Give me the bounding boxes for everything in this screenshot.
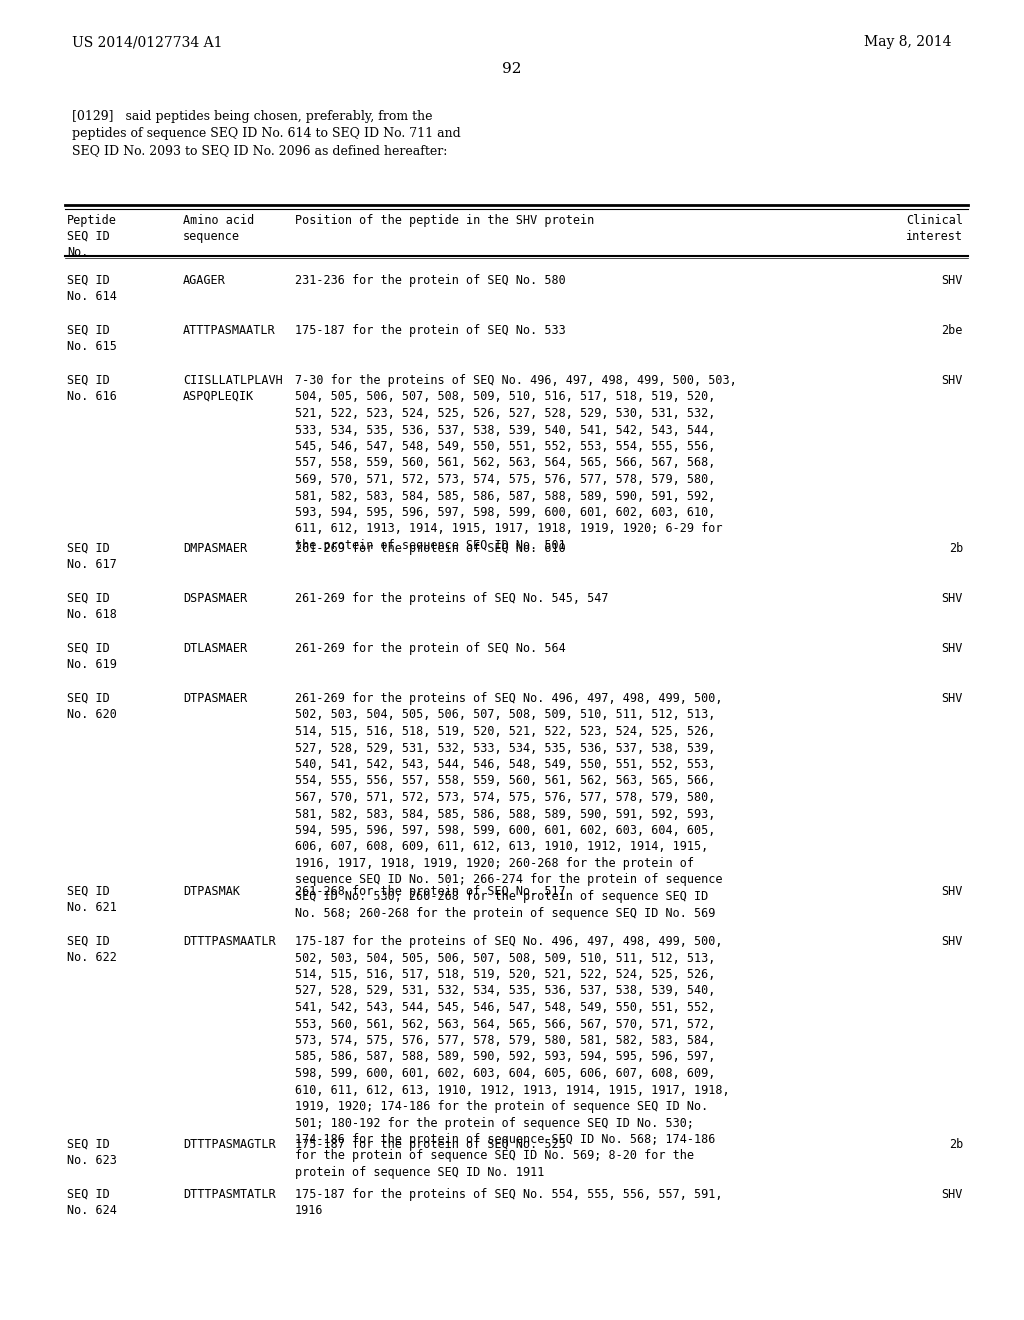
Text: DTTTPASMAATLR: DTTTPASMAATLR: [183, 935, 275, 948]
Text: 2be: 2be: [942, 323, 963, 337]
Text: AGAGER: AGAGER: [183, 275, 225, 286]
Text: 261-269 for the proteins of SEQ No. 545, 547: 261-269 for the proteins of SEQ No. 545,…: [295, 591, 608, 605]
Text: 2b: 2b: [949, 1138, 963, 1151]
Text: SHV: SHV: [942, 1188, 963, 1201]
Text: DTTTPASMTATLR: DTTTPASMTATLR: [183, 1188, 275, 1201]
Text: 231-236 for the protein of SEQ No. 580: 231-236 for the protein of SEQ No. 580: [295, 275, 565, 286]
Text: SEQ ID
No. 624: SEQ ID No. 624: [67, 1188, 117, 1217]
Text: SHV: SHV: [942, 692, 963, 705]
Text: SHV: SHV: [942, 884, 963, 898]
Text: SHV: SHV: [942, 275, 963, 286]
Text: DMPASMAER: DMPASMAER: [183, 543, 247, 554]
Text: 261-268 for the protein of SEQ No. 517: 261-268 for the protein of SEQ No. 517: [295, 884, 565, 898]
Text: DTTTPASMAGTLR: DTTTPASMAGTLR: [183, 1138, 275, 1151]
Text: SEQ ID
No. 621: SEQ ID No. 621: [67, 884, 117, 913]
Text: Clinical
interest: Clinical interest: [906, 214, 963, 243]
Text: 2b: 2b: [949, 543, 963, 554]
Text: CIISLLATLPLAVH
ASPQPLEQIK: CIISLLATLPLAVH ASPQPLEQIK: [183, 374, 283, 403]
Text: 92: 92: [502, 62, 522, 77]
Text: SEQ ID
No. 622: SEQ ID No. 622: [67, 935, 117, 964]
Text: 261-269 for the protein of SEQ No. 610: 261-269 for the protein of SEQ No. 610: [295, 543, 565, 554]
Text: ATTTPASMAATLR: ATTTPASMAATLR: [183, 323, 275, 337]
Text: DTPASMAK: DTPASMAK: [183, 884, 240, 898]
Text: SEQ ID
No. 616: SEQ ID No. 616: [67, 374, 117, 403]
Text: 175-187 for the protein of SEQ No. 533: 175-187 for the protein of SEQ No. 533: [295, 323, 565, 337]
Text: 261-269 for the protein of SEQ No. 564: 261-269 for the protein of SEQ No. 564: [295, 642, 565, 655]
Text: SEQ ID
No. 620: SEQ ID No. 620: [67, 692, 117, 721]
Text: SHV: SHV: [942, 642, 963, 655]
Text: Peptide
SEQ ID
No.: Peptide SEQ ID No.: [67, 214, 117, 259]
Text: SEQ ID
No. 619: SEQ ID No. 619: [67, 642, 117, 671]
Text: 175-187 for the protein of SEQ No. 523: 175-187 for the protein of SEQ No. 523: [295, 1138, 565, 1151]
Text: US 2014/0127734 A1: US 2014/0127734 A1: [72, 36, 222, 49]
Text: SHV: SHV: [942, 374, 963, 387]
Text: SEQ ID
No. 615: SEQ ID No. 615: [67, 323, 117, 352]
Text: SEQ ID
No. 623: SEQ ID No. 623: [67, 1138, 117, 1167]
Text: SHV: SHV: [942, 591, 963, 605]
Text: May 8, 2014: May 8, 2014: [864, 36, 952, 49]
Text: DSPASMAER: DSPASMAER: [183, 591, 247, 605]
Text: DTPASMAER: DTPASMAER: [183, 692, 247, 705]
Text: DTLASMAER: DTLASMAER: [183, 642, 247, 655]
Text: SEQ ID
No. 618: SEQ ID No. 618: [67, 591, 117, 620]
Text: SEQ ID
No. 617: SEQ ID No. 617: [67, 543, 117, 572]
Text: 261-269 for the proteins of SEQ No. 496, 497, 498, 499, 500,
502, 503, 504, 505,: 261-269 for the proteins of SEQ No. 496,…: [295, 692, 723, 920]
Text: SEQ ID
No. 614: SEQ ID No. 614: [67, 275, 117, 304]
Text: SHV: SHV: [942, 935, 963, 948]
Text: 175-187 for the proteins of SEQ No. 554, 555, 556, 557, 591,
1916: 175-187 for the proteins of SEQ No. 554,…: [295, 1188, 723, 1217]
Text: [0129]   said peptides being chosen, preferably, from the
peptides of sequence S: [0129] said peptides being chosen, prefe…: [72, 110, 461, 157]
Text: Amino acid
sequence: Amino acid sequence: [183, 214, 254, 243]
Text: 7-30 for the proteins of SEQ No. 496, 497, 498, 499, 500, 503,
504, 505, 506, 50: 7-30 for the proteins of SEQ No. 496, 49…: [295, 374, 736, 552]
Text: 175-187 for the proteins of SEQ No. 496, 497, 498, 499, 500,
502, 503, 504, 505,: 175-187 for the proteins of SEQ No. 496,…: [295, 935, 730, 1179]
Text: Position of the peptide in the SHV protein: Position of the peptide in the SHV prote…: [295, 214, 594, 227]
